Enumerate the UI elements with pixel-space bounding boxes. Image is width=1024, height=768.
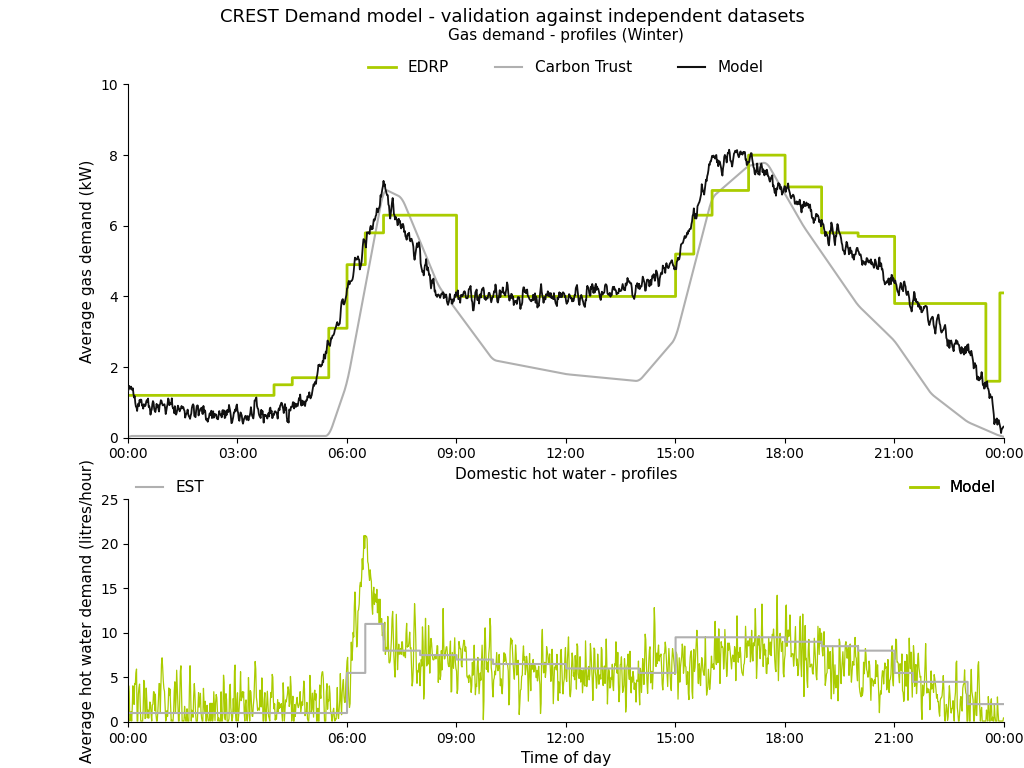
Legend: EDRP, Carbon Trust, Model: EDRP, Carbon Trust, Model xyxy=(369,61,763,75)
Legend: Model: Model xyxy=(910,480,996,495)
Text: CREST Demand model - validation against independent datasets: CREST Demand model - validation against … xyxy=(219,8,805,25)
Y-axis label: Average gas demand (kW): Average gas demand (kW) xyxy=(80,160,95,362)
X-axis label: Time of day: Time of day xyxy=(520,751,611,766)
Y-axis label: Average hot water demand (litres/hour): Average hot water demand (litres/hour) xyxy=(80,458,95,763)
X-axis label: Domestic hot water - profiles: Domestic hot water - profiles xyxy=(455,467,677,482)
Title: Gas demand - profiles (Winter): Gas demand - profiles (Winter) xyxy=(447,28,684,43)
